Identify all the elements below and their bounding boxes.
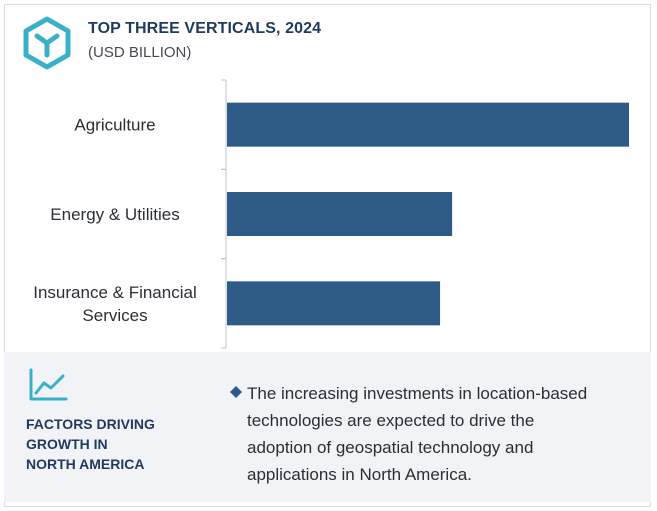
chart-title: TOP THREE VERTICALS, 2024 xyxy=(88,20,322,37)
category-label: Insurance & Financial xyxy=(33,283,196,302)
factors-panel: FACTORS DRIVING GROWTH IN NORTH AMERICA … xyxy=(4,352,651,502)
category-label: Services xyxy=(82,306,147,325)
description-line: technologies are expected to drive the xyxy=(247,411,535,430)
description-line: applications in North America. xyxy=(247,465,472,484)
diamond-bullet-icon xyxy=(230,386,242,398)
cube-logo-icon xyxy=(23,16,71,70)
bar-chart: Agriculture Energy & Utilities Insurance &… xyxy=(33,79,629,349)
trend-chart-icon xyxy=(29,368,68,401)
factors-heading: FACTORS DRIVING GROWTH IN NORTH AMERICA xyxy=(26,414,196,474)
category-label: Energy & Utilities xyxy=(50,205,179,224)
description-line: adoption of geospatial technology and xyxy=(247,438,534,457)
category-label: Agriculture xyxy=(74,116,155,135)
bar-1 xyxy=(227,192,453,236)
factors-heading-line: NORTH AMERICA xyxy=(26,456,145,472)
factors-heading-line: FACTORS DRIVING xyxy=(26,416,155,432)
bar-2 xyxy=(227,281,441,326)
chart-subtitle: (USD BILLION) xyxy=(88,44,192,61)
description-line: The increasing investments in location-b… xyxy=(247,384,588,403)
factors-heading-line: GROWTH IN xyxy=(26,436,108,452)
bar-0 xyxy=(227,102,629,147)
factors-description: The increasing investments in location-b… xyxy=(247,380,647,488)
